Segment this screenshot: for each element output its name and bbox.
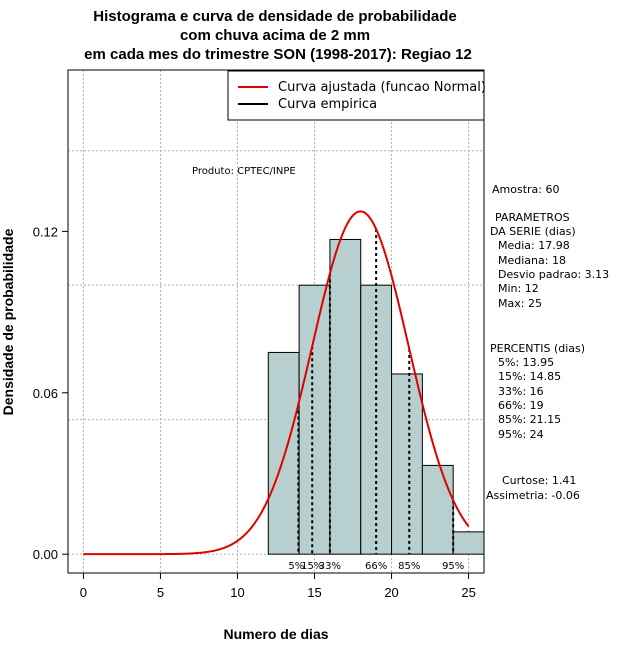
- statistics-panel: Amostra: 60 PARAMETROS DA SERIE (dias) M…: [486, 183, 609, 502]
- param-min: Min: 12: [498, 282, 539, 295]
- percentil-33: 33%: 16: [498, 385, 544, 398]
- percentile-label: 33%: [319, 561, 341, 572]
- percentile-labels: 5%15%33% 66% 85% 95%: [288, 561, 464, 572]
- percentis-header: PERCENTIS (dias): [490, 342, 585, 355]
- x-tick-label: 5: [157, 585, 164, 600]
- param-desvio: Desvio padrao: 3.13: [498, 268, 609, 281]
- percentile-label: 5%: [288, 561, 304, 572]
- legend-box: [227, 70, 485, 121]
- fitted-normal-curve: [83, 210, 470, 556]
- chart-title-line-1: Histograma e curva de densidade de proba…: [93, 8, 456, 25]
- percentile-label: 66%: [365, 561, 387, 572]
- x-tick-label: 15: [307, 585, 321, 600]
- sample-size: Amostra: 60: [492, 183, 559, 196]
- percentil-95: 95%: 24: [498, 428, 544, 441]
- legend-label-empirical: Curva empirica: [278, 97, 377, 112]
- percentile-label: 15%: [301, 561, 323, 572]
- histogram-bars: [267, 238, 485, 555]
- producer-label: Produto: CPTEC/INPE: [192, 166, 296, 177]
- percentile-label: 95%: [442, 561, 464, 572]
- y-tick-label: 0.00: [33, 547, 58, 562]
- chart-title-line-2: com chuva acima de 2 mm: [180, 27, 370, 44]
- percentile-label: 85%: [398, 561, 420, 572]
- param-media: Media: 17.98: [498, 239, 570, 252]
- params-header-2: DA SERIE (dias): [490, 225, 576, 238]
- y-tick-label: 0.12: [33, 224, 58, 239]
- histogram-bar: [329, 238, 362, 555]
- params-header-1: PARAMETROS: [495, 211, 570, 224]
- assimetria-value: Assimetria: -0.06: [486, 489, 580, 502]
- x-axis: 0 5 10 15 20 25: [80, 572, 476, 600]
- plot-area: 5%15%33% 66% 85% 95%: [67, 69, 485, 574]
- x-tick-label: 20: [384, 585, 398, 600]
- histogram-bar: [267, 351, 300, 555]
- y-tick-label: 0.06: [33, 386, 58, 401]
- y-axis: 0.00 0.06 0.12: [33, 224, 68, 562]
- y-axis-label: Densidade de probabilidade: [0, 228, 16, 415]
- param-mediana: Mediana: 18: [498, 254, 566, 267]
- legend: Curva ajustada (funcao Normal) Curva emp…: [227, 70, 486, 121]
- x-tick-label: 25: [461, 585, 475, 600]
- x-axis-label: Numero de dias: [223, 626, 328, 642]
- histogram-bar: [360, 284, 393, 555]
- param-max: Max: 25: [498, 297, 542, 310]
- histogram-bar: [452, 531, 485, 555]
- x-tick-label: 0: [80, 585, 87, 600]
- percentil-5: 5%: 13.95: [498, 356, 554, 369]
- legend-label-fitted: Curva ajustada (funcao Normal): [278, 80, 486, 95]
- histogram-bar: [421, 464, 454, 555]
- percentil-66: 66%: 19: [498, 399, 544, 412]
- chart-title-line-3: em cada mes do trimestre SON (1998-2017)…: [84, 46, 472, 63]
- histogram-bar: [298, 284, 331, 555]
- percentil-15: 15%: 14.85: [498, 370, 561, 383]
- percentile-lines: [297, 229, 455, 555]
- x-tick-label: 10: [230, 585, 244, 600]
- curtose-value: Curtose: 1.41: [502, 474, 576, 487]
- histogram-bar: [391, 373, 423, 555]
- percentil-85: 85%: 21.15: [498, 413, 561, 426]
